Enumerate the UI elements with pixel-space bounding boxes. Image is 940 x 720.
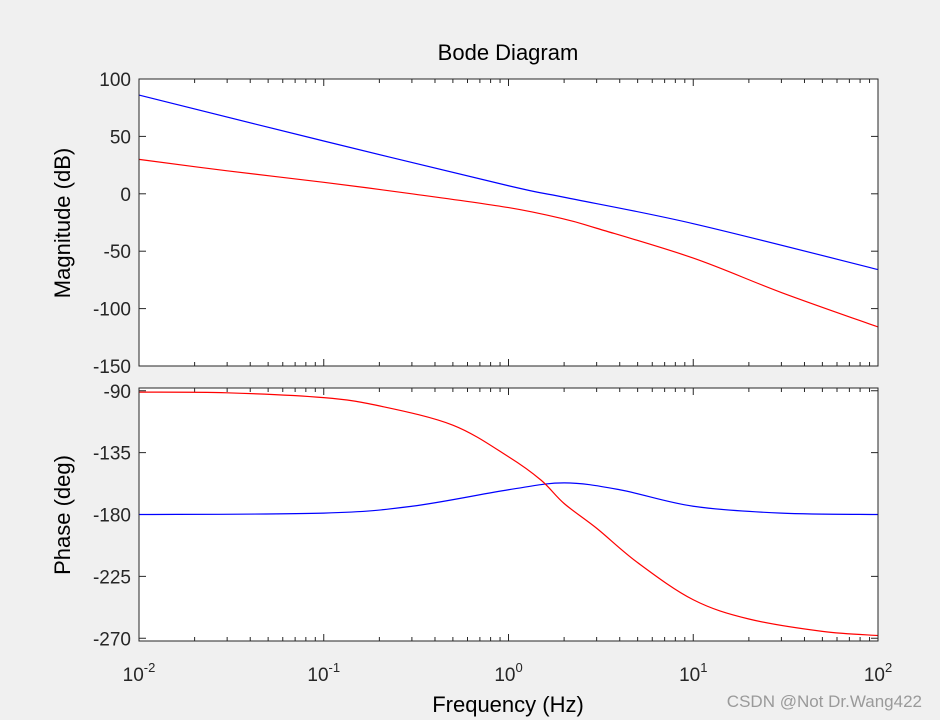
x-tick-label: 100 [494,660,522,686]
phase-y-tick-label: -135 [93,444,131,465]
magnitude-plot-area [139,79,878,366]
phase-axes: -90 -135 -180 -225 -270 [93,382,879,650]
chart-title: Bode Diagram [438,40,579,65]
magnitude-series-system-red [138,158,879,328]
x-tick-label: 10-2 [123,660,156,686]
magnitude-y-tick-label: 50 [110,127,131,148]
x-tick-label: 10-1 [307,660,340,686]
phase-y-tick-label: -180 [93,506,131,527]
phase-ylabel: Phase (deg) [50,455,75,575]
magnitude-y-tick-label: -50 [104,242,131,263]
phase-y-tick-label: -90 [104,382,131,403]
magnitude-y-tick-label: -100 [93,300,131,321]
magnitude-series-system-blue [138,94,879,271]
x-tick-label: 101 [679,660,707,686]
phase-series-system-red [138,391,879,637]
magnitude-ylabel: Magnitude (dB) [50,148,75,298]
phase-y-tick-label: -225 [93,567,131,588]
x-tick-labels: 10-2 10-1 100 101 102 [123,660,893,686]
x-axis-label: Frequency (Hz) [432,692,584,717]
watermark: CSDN @Not Dr.Wang422 [727,692,922,711]
magnitude-y-tick-label: 100 [99,70,131,91]
magnitude-axes: 100 50 0 -50 -100 -150 [93,70,879,378]
phase-y-tick-label: -270 [93,629,131,650]
magnitude-axes-box [138,78,879,367]
x-tick-label: 102 [864,660,892,686]
magnitude-y-tick-label: 0 [120,185,131,206]
phase-series-system-blue [138,482,879,516]
phase-axes-box [138,387,879,642]
magnitude-y-tick-label: -150 [93,357,131,378]
